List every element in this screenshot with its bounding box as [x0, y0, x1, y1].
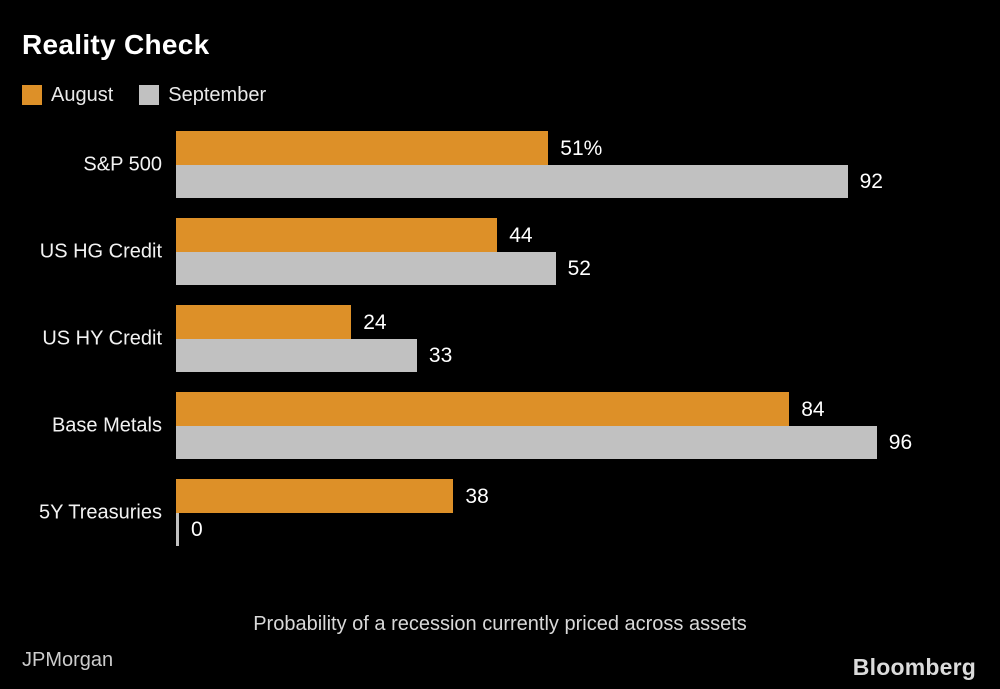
chart-caption: Probability of a recession currently pri… [253, 613, 747, 635]
category-label: US HY Credit [42, 327, 162, 349]
value-label: 96 [888, 431, 913, 454]
bar-group: Base Metals 84 96 [0, 392, 1000, 459]
bar-august [176, 218, 498, 252]
bar-september [176, 165, 848, 198]
value-label: 92 [859, 170, 883, 193]
value-label: 44 [509, 223, 533, 247]
value-label: 0 [191, 518, 203, 541]
legend-label: August [51, 84, 114, 106]
bloomberg-logo: Bloomberg [852, 654, 976, 680]
bar-line-august: 38 [176, 479, 1000, 513]
legend-item-august: August [22, 85, 113, 105]
legend-swatch-september [139, 85, 160, 105]
value-label: 38 [465, 484, 489, 508]
category-label: S&P 500 [83, 153, 162, 175]
bar-line-august: 44 [176, 218, 1000, 252]
bar-august [176, 392, 790, 426]
value-label: 51% [560, 136, 603, 160]
bar-line-august: 51% [176, 131, 1000, 165]
value-label: 33 [428, 344, 453, 367]
bar-august [176, 131, 549, 165]
category-label: Base Metals [51, 414, 162, 436]
bar-august [176, 479, 454, 513]
bar-line-september: 52 [176, 252, 1000, 285]
bar-chart: S&P 500 51% 92 US HG Credit 44 52 US HY Credit… [0, 131, 1000, 566]
category-label: US HG Credit [39, 240, 162, 262]
bar-group: US HG Credit 44 52 [0, 218, 1000, 285]
source-label: JPMorgan [22, 649, 114, 671]
legend-item-september: September [139, 85, 266, 105]
bar-group: 5Y Treasuries 38 0 [0, 479, 1000, 546]
bar-september [176, 513, 179, 546]
bar-line-august: 84 [176, 392, 1000, 426]
bar-line-august: 24 [176, 305, 1000, 339]
bar-august [176, 305, 352, 339]
bar-line-september: 33 [176, 339, 1000, 372]
bar-september [176, 252, 556, 285]
bar-group: US HY Credit 24 33 [0, 305, 1000, 372]
value-label: 24 [363, 310, 387, 334]
bar-line-september: 92 [176, 165, 1000, 198]
legend-label: September [168, 84, 267, 106]
bar-pair: 51% 92 [176, 131, 1000, 198]
bar-pair: 38 0 [176, 479, 1000, 546]
value-label: 52 [567, 257, 591, 280]
bar-line-september: 0 [176, 513, 1000, 546]
chart-title: Reality Check [22, 29, 210, 60]
bar-pair: 24 33 [176, 305, 1000, 372]
bar-pair: 84 96 [176, 392, 1000, 459]
legend: August September [22, 85, 292, 105]
value-label: 84 [801, 397, 825, 421]
category-label: 5Y Treasuries [38, 501, 162, 523]
bar-september [176, 339, 417, 372]
legend-swatch-august [22, 85, 42, 105]
bar-line-september: 96 [176, 426, 1000, 459]
bar-september [176, 426, 877, 459]
bar-group: S&P 500 51% 92 [0, 131, 1000, 198]
bar-pair: 44 52 [176, 218, 1000, 285]
